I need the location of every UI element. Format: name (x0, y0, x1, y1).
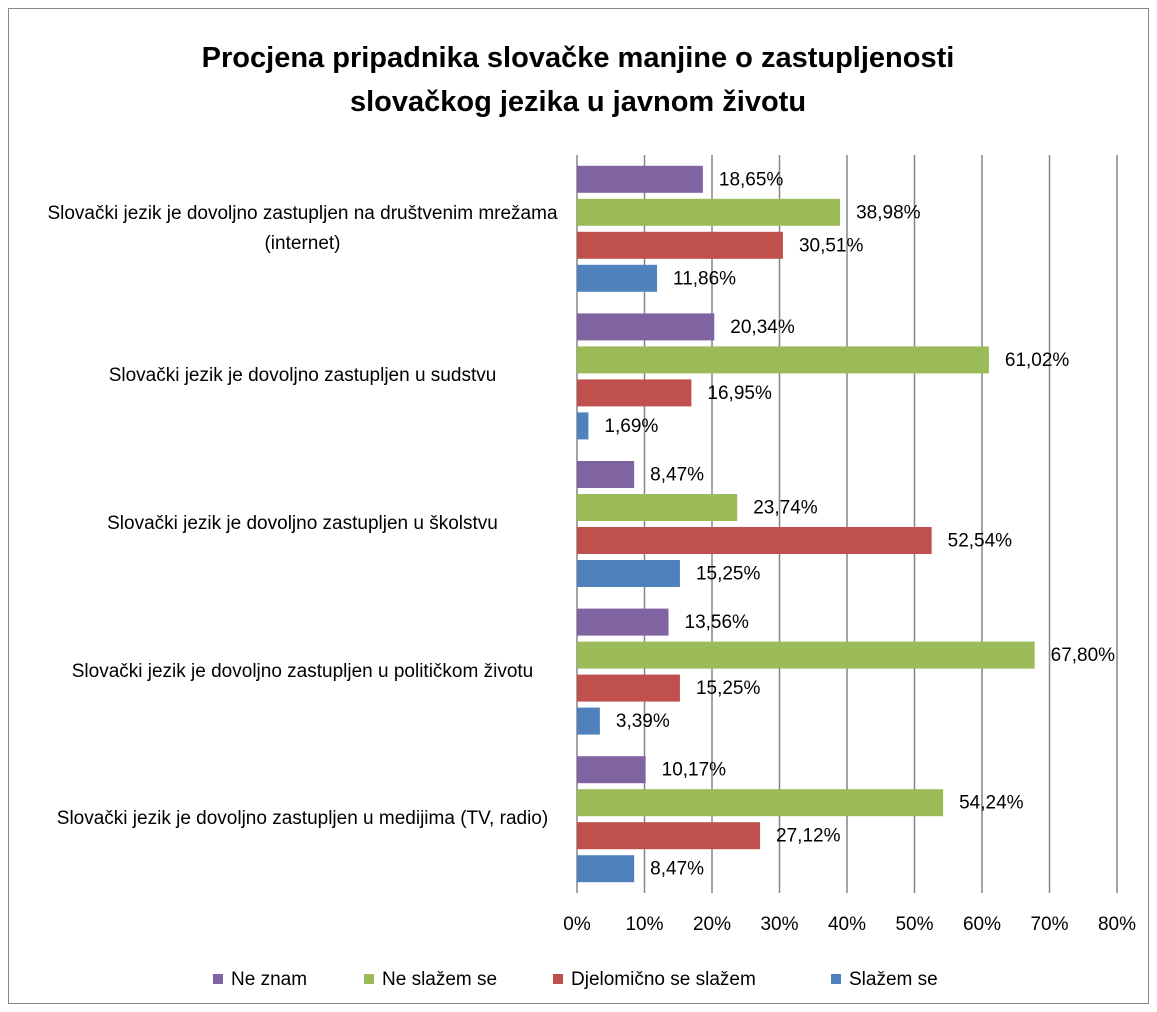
data-label: 8,47% (650, 859, 704, 880)
x-tick-label: 80% (1098, 914, 1136, 935)
data-label: 11,86% (673, 268, 736, 289)
data-label: 13,56% (685, 612, 750, 633)
legend-swatch (553, 974, 563, 984)
y-tick-label: Slovački jezik je dovoljno zastupljen u … (56, 808, 549, 830)
x-tick-label: 0% (563, 914, 591, 935)
y-tick-label: Slovački jezik je dovoljno zastupljen u … (107, 513, 498, 534)
bar (577, 313, 715, 341)
bar (577, 264, 658, 292)
bar (577, 855, 635, 883)
bar (577, 641, 1035, 669)
data-label: 18,65% (719, 169, 784, 190)
data-label: 15,25% (696, 564, 761, 585)
legend-label: Slažem se (849, 969, 938, 990)
data-label: 23,74% (753, 498, 818, 519)
bar (577, 560, 680, 587)
y-tick-label: Slovački jezik je dovoljno zastupljen u … (71, 660, 534, 682)
legend-swatch (213, 974, 223, 984)
bar (577, 231, 783, 259)
x-tick-label: 60% (963, 914, 1001, 935)
bar (577, 494, 738, 521)
data-label: 1,69% (604, 416, 658, 437)
data-label: 27,12% (776, 826, 841, 847)
x-tick-label: 40% (828, 914, 866, 935)
data-label: 20,34% (730, 317, 795, 338)
data-label: 54,24% (959, 793, 1024, 814)
y-tick-label: Slovački jezik je dovoljno zastupljen na… (47, 202, 558, 254)
data-label: 61,02% (1005, 350, 1070, 371)
data-label: 30,51% (799, 235, 864, 256)
chart-title: Procjena pripadnika slovačke manjine o z… (201, 42, 955, 118)
data-label: 3,39% (616, 711, 670, 732)
bar (577, 412, 589, 440)
legend-label: Ne znam (231, 969, 307, 990)
bar (577, 527, 932, 554)
x-tick-label: 50% (895, 914, 933, 935)
bar (577, 608, 669, 636)
data-label: 67,80% (1051, 645, 1116, 666)
bar (577, 165, 703, 193)
legend-swatch (364, 974, 374, 984)
legend-label: Djelomično se slažem (571, 969, 756, 990)
y-tick-label: Slovački jezik je dovoljno zastupljen u … (108, 365, 497, 387)
data-label: 38,98% (856, 202, 921, 223)
bar (577, 822, 761, 850)
x-tick-label: 20% (693, 914, 731, 935)
x-tick-label: 70% (1030, 914, 1068, 935)
bar (577, 379, 692, 407)
data-label: 8,47% (650, 465, 704, 486)
bar (577, 789, 944, 817)
legend-label: Ne slažem se (382, 969, 497, 990)
bar (577, 198, 841, 226)
data-label: 16,95% (707, 383, 772, 404)
data-label: 15,25% (696, 678, 761, 699)
bar (577, 756, 646, 784)
bar (577, 674, 680, 702)
bar (577, 707, 600, 735)
x-tick-label: 10% (625, 914, 663, 935)
legend-swatch (831, 974, 841, 984)
bar (577, 346, 989, 374)
x-tick-label: 30% (760, 914, 798, 935)
data-label: 52,54% (948, 531, 1013, 552)
bar (577, 461, 635, 488)
data-label: 10,17% (662, 760, 727, 781)
